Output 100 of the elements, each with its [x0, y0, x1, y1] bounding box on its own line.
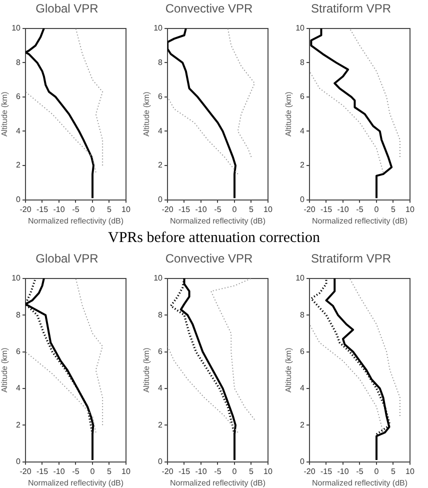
y-tick-label: 6	[300, 92, 306, 102]
y-tick-label: 2	[16, 420, 22, 430]
chart-title: Stratiform VPR	[310, 252, 392, 266]
x-tick-label: -20	[20, 204, 32, 214]
x-tick-label: 5	[249, 466, 254, 476]
y-tick-label: 2	[158, 420, 164, 430]
y-axis-title: Altitude (km)	[0, 91, 10, 137]
x-tick-label: -5	[214, 204, 222, 214]
x-tick-label: -15	[36, 204, 49, 214]
y-axis-title: Altitude (km)	[142, 91, 152, 137]
line-series	[349, 278, 400, 416]
x-tick-label: 5	[391, 204, 396, 214]
x-tick-label: -15	[178, 466, 191, 476]
x-tick-label: -20	[304, 466, 316, 476]
y-tick-label: 10	[296, 24, 306, 33]
y-axis-title: Altitude (km)	[284, 91, 294, 137]
x-tick-label: -20	[20, 466, 32, 476]
y-tick-label: 8	[16, 58, 22, 67]
y-tick-label: 6	[16, 346, 22, 356]
y-tick-label: 4	[158, 384, 164, 393]
y-tick-label: 8	[16, 310, 22, 320]
y-tick-label: 4	[158, 126, 164, 136]
line-series	[26, 91, 96, 173]
y-tick-label: 6	[16, 92, 22, 102]
y-axis-title: Altitude (km)	[142, 347, 152, 393]
x-tick-label: 5	[249, 204, 254, 214]
x-tick-label: -10	[337, 204, 350, 214]
x-tick-label: -10	[195, 204, 208, 214]
y-tick-label: 10	[296, 274, 306, 283]
y-tick-label: 2	[16, 160, 22, 170]
line-series	[75, 278, 104, 426]
y-tick-label: 2	[300, 420, 306, 430]
x-tick-label: -15	[320, 466, 333, 476]
x-tick-label: 0	[232, 204, 238, 214]
y-tick-label: 8	[158, 58, 164, 67]
y-tick-label: 10	[12, 24, 22, 33]
x-tick-label: -15	[36, 466, 49, 476]
x-tick-label: 10	[406, 204, 415, 214]
y-axis-title: Altitude (km)	[284, 347, 294, 393]
text: VPRs before attenuation correction	[108, 230, 320, 246]
line-series	[227, 28, 256, 158]
y-tick-label: 0	[16, 457, 22, 466]
chart-title: Convective VPR	[165, 252, 254, 266]
line-series	[75, 28, 104, 166]
y-tick-label: 10	[154, 274, 164, 283]
x-tick-label: -5	[356, 204, 364, 214]
y-tick-label: 0	[300, 457, 306, 466]
line-series	[26, 351, 96, 433]
line-series	[210, 278, 256, 420]
chart-title: Convective VPR	[165, 2, 254, 16]
x-tick-label: 5	[391, 466, 396, 476]
x-tick-label: 10	[406, 466, 415, 476]
x-tick-label: 5	[107, 466, 112, 476]
x-axis-title: Normalized reflectivity (dB)	[312, 216, 408, 226]
x-tick-label: -20	[162, 204, 174, 214]
x-tick-label: -5	[72, 466, 80, 476]
x-tick-label: 0	[90, 466, 96, 476]
x-tick-label: -5	[72, 204, 80, 214]
x-tick-label: 0	[232, 466, 238, 476]
chart-title: Stratiform VPR	[310, 2, 392, 16]
y-tick-label: 6	[158, 92, 164, 102]
y-axis-title: Altitude (km)	[0, 347, 10, 393]
chart-title: Global VPR	[36, 252, 99, 266]
x-tick-label: -5	[214, 466, 222, 476]
x-tick-label: 10	[264, 466, 273, 476]
line-series	[310, 70, 384, 173]
x-tick-label: -10	[195, 466, 208, 476]
x-tick-label: 0	[90, 204, 96, 214]
x-tick-label: -10	[337, 466, 350, 476]
x-axis-title: Normalized reflectivity (dB)	[312, 478, 408, 488]
y-tick-label: 4	[16, 126, 22, 136]
y-tick-label: 10	[154, 24, 164, 33]
y-tick-label: 8	[300, 310, 306, 320]
y-tick-label: 4	[300, 126, 306, 136]
y-tick-label: 8	[300, 58, 306, 67]
line-series	[168, 346, 238, 433]
line-series	[349, 28, 400, 158]
x-tick-label: -20	[162, 466, 174, 476]
x-axis-title: Normalized reflectivity (dB)	[28, 216, 124, 226]
x-tick-label: -5	[356, 466, 364, 476]
line-series	[168, 96, 238, 175]
y-tick-label: 4	[300, 384, 306, 393]
x-tick-label: 10	[122, 466, 131, 476]
y-tick-label: 0	[158, 195, 164, 204]
chart-title: Global VPR	[36, 2, 99, 16]
x-tick-label: -20	[304, 204, 316, 214]
y-tick-label: 6	[158, 346, 164, 356]
x-axis-title: Normalized reflectivity (dB)	[170, 478, 266, 488]
y-tick-label: 0	[158, 457, 164, 466]
x-tick-label: 10	[122, 204, 131, 214]
x-axis-title: Normalized reflectivity (dB)	[28, 478, 124, 488]
x-tick-label: -15	[320, 204, 333, 214]
y-tick-label: 8	[158, 310, 164, 320]
y-tick-label: 6	[300, 346, 306, 356]
x-tick-label: -10	[53, 466, 66, 476]
x-tick-label: 0	[374, 466, 380, 476]
y-tick-label: 4	[16, 384, 22, 393]
y-tick-label: 0	[300, 195, 306, 204]
x-tick-label: 5	[107, 204, 112, 214]
x-tick-label: 0	[374, 204, 380, 214]
